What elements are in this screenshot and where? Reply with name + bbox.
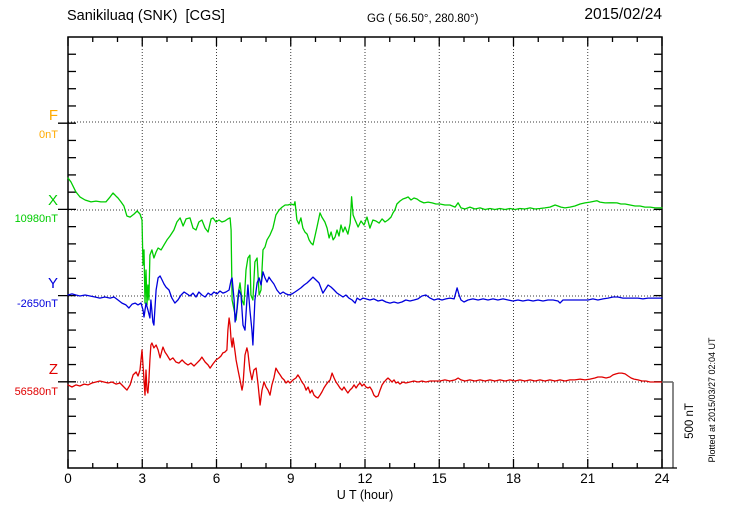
- scale-bar-label: 500 nT: [684, 403, 696, 439]
- component-label-z: Z: [48, 361, 58, 378]
- plot-date: 2015/02/24: [584, 6, 662, 23]
- trace-z: [67, 317, 663, 406]
- station-coordinates: GG ( 56.50°, 280.80°): [367, 13, 479, 25]
- x-tick-label: 3: [138, 471, 146, 486]
- component-baseline-value-y: -2650nT: [17, 298, 58, 310]
- trace-y: [67, 271, 663, 346]
- x-axis-title: U T (hour): [336, 488, 394, 502]
- x-tick-label: 18: [505, 471, 522, 486]
- x-tick-label: 21: [580, 471, 596, 486]
- component-baseline-value-z: 56580nT: [14, 386, 58, 398]
- x-tick-label: 9: [286, 471, 295, 486]
- component-label-y: Y: [47, 275, 58, 292]
- x-tick-label: 24: [654, 471, 670, 486]
- x-tick-label: 12: [357, 471, 373, 486]
- x-tick-label: 15: [431, 471, 447, 486]
- component-baseline-value-f: 0nT: [39, 129, 58, 141]
- station-title: Sanikiluaq (SNK) [CGS]: [67, 8, 225, 24]
- x-tick-label: 0: [64, 471, 72, 486]
- component-label-x: X: [47, 192, 58, 209]
- trace-x: [67, 177, 663, 321]
- component-label-f: F: [48, 107, 58, 124]
- x-tick-label: 6: [212, 471, 221, 486]
- plot-frame: [67, 36, 663, 469]
- plotted-timestamp: Plotted at 2015/03/27 02:04 UT: [707, 337, 717, 463]
- component-baseline-value-x: 10980nT: [14, 213, 58, 225]
